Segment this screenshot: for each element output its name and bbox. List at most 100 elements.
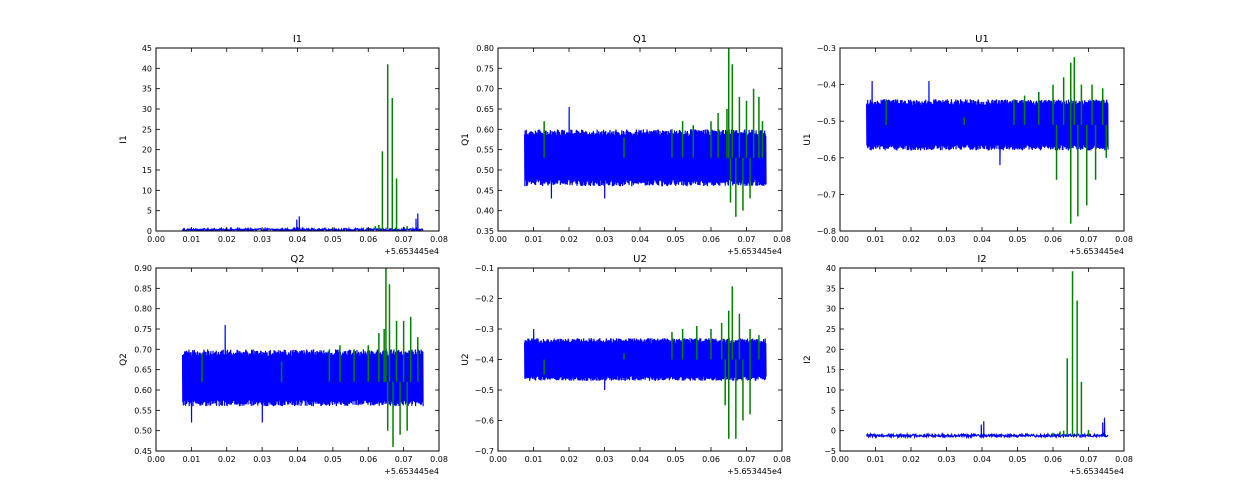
plot-area — [866, 271, 1109, 440]
x-tick-label: 0.01 — [867, 455, 885, 464]
y-tick-label: 0.50 — [134, 427, 152, 436]
y-tick-label: 0.50 — [476, 166, 494, 175]
x-offset-label: +5.653445e4 — [727, 247, 782, 256]
y-tick-label: 0 — [831, 427, 836, 436]
x-tick-label: 0.05 — [324, 235, 342, 244]
series-0-line — [181, 213, 424, 231]
x-tick-label: 0.02 — [902, 235, 920, 244]
y-tick-label: 0.85 — [134, 284, 152, 293]
x-tick-label: 0.00 — [147, 235, 165, 244]
plot-area — [524, 48, 767, 217]
y-axis-label: I2 — [803, 355, 813, 363]
y-tick-label: 20 — [142, 146, 152, 155]
x-offset-label: +5.653445e4 — [384, 467, 439, 476]
y-axis-label: I1 — [119, 135, 129, 143]
y-tick-label: 10 — [826, 386, 836, 395]
x-offset-label: +5.653445e4 — [1069, 467, 1124, 476]
subplot-title: Q1 — [633, 34, 647, 45]
subplot-q1: 0.00 0.01 0.02 0.03 0.04 0.05 0.06 0.07 0.08 0.35… — [461, 34, 791, 256]
x-tick-label: 0.06 — [359, 235, 377, 244]
plot-area — [524, 286, 767, 439]
y-tick-label: 0.65 — [476, 105, 494, 114]
x-tick-label: 0.08 — [773, 235, 791, 244]
y-tick-label: −0.6 — [817, 154, 836, 163]
x-tick-label: 0.07 — [1080, 455, 1098, 464]
y-tick-label: 30 — [142, 105, 152, 114]
x-tick-label: 0.02 — [902, 455, 920, 464]
x-tick-label: 0.04 — [631, 235, 649, 244]
series-0-line — [524, 328, 767, 391]
series-0-line — [866, 80, 1109, 166]
y-tick-label: 0.80 — [134, 305, 152, 314]
y-tick-label: −0.1 — [475, 264, 494, 273]
subplot-i1: 0.00 0.01 0.02 0.03 0.04 0.05 0.06 0.07 0.08 0 5 10… — [119, 34, 448, 256]
x-tick-label: 0.00 — [831, 235, 849, 244]
y-tick-label: 0.45 — [134, 447, 152, 456]
y-tick-label: −0.3 — [817, 44, 836, 53]
x-tick-label: 0.00 — [147, 455, 165, 464]
y-tick-label: 0.75 — [134, 325, 152, 334]
x-tick-label: 0.03 — [596, 235, 614, 244]
y-tick-label: 35 — [142, 85, 152, 94]
y-tick-label: 40 — [142, 64, 152, 73]
y-tick-label: 15 — [826, 366, 836, 375]
x-tick-label: 0.06 — [1044, 455, 1062, 464]
series-0-line — [866, 417, 1109, 440]
y-tick-label: −5 — [824, 447, 836, 456]
y-tick-label: 25 — [142, 125, 152, 134]
x-tick-label: 0.01 — [525, 455, 543, 464]
x-tick-label: 0.07 — [395, 455, 413, 464]
subplot-title: Q2 — [290, 254, 304, 265]
x-offset-label: +5.653445e4 — [384, 247, 439, 256]
subplot-u1: 0.00 0.01 0.02 0.03 0.04 0.05 0.06 0.07 0.08 −0.8… — [803, 34, 1133, 256]
x-tick-label: 0.03 — [938, 455, 956, 464]
x-tick-label: 0.00 — [489, 235, 507, 244]
x-tick-label: 0.06 — [1044, 235, 1062, 244]
y-tick-label: 15 — [142, 166, 152, 175]
x-tick-label: 0.03 — [596, 455, 614, 464]
series-0-line — [524, 106, 767, 199]
y-tick-label: −0.7 — [475, 447, 494, 456]
y-axis-label: U1 — [803, 133, 813, 145]
y-tick-label: 0.60 — [134, 386, 152, 395]
subplot-i2: 0.00 0.01 0.02 0.03 0.04 0.05 0.06 0.07 0.08 −5 0 5… — [803, 254, 1133, 476]
y-tick-label: −0.5 — [475, 386, 494, 395]
x-tick-label: 0.05 — [667, 235, 685, 244]
x-tick-label: 0.08 — [773, 455, 791, 464]
x-tick-label: 0.03 — [938, 235, 956, 244]
x-tick-label: 0.02 — [218, 235, 236, 244]
y-tick-label: 0.70 — [476, 85, 494, 94]
x-tick-label: 0.02 — [560, 455, 578, 464]
series-0-line — [181, 324, 424, 423]
plot-area — [181, 64, 424, 231]
x-tick-label: 0.05 — [324, 455, 342, 464]
x-tick-label: 0.08 — [1115, 455, 1133, 464]
y-axis-label: Q1 — [461, 133, 471, 146]
y-tick-label: 30 — [826, 305, 836, 314]
y-tick-label: −0.6 — [475, 417, 494, 426]
x-tick-label: 0.02 — [218, 455, 236, 464]
y-tick-label: −0.3 — [475, 325, 494, 334]
x-tick-label: 0.08 — [1115, 235, 1133, 244]
subplot-u2: 0.00 0.01 0.02 0.03 0.04 0.05 0.06 0.07 0.08 −0.7… — [461, 254, 791, 476]
plot-area — [181, 268, 424, 447]
subplot-title: I2 — [977, 254, 986, 265]
x-tick-label: 0.06 — [359, 455, 377, 464]
y-tick-label: 0.45 — [476, 186, 494, 195]
y-tick-label: 0.65 — [134, 366, 152, 375]
x-tick-label: 0.01 — [182, 455, 200, 464]
y-tick-label: 0.60 — [476, 125, 494, 134]
x-tick-label: 0.02 — [560, 235, 578, 244]
x-tick-label: 0.05 — [1009, 455, 1027, 464]
x-tick-label: 0.05 — [667, 455, 685, 464]
y-tick-label: −0.8 — [817, 227, 836, 236]
x-tick-label: 0.01 — [525, 235, 543, 244]
x-tick-label: 0.07 — [738, 235, 756, 244]
y-tick-label: −0.4 — [817, 81, 836, 90]
y-tick-label: 0.90 — [134, 264, 152, 273]
x-tick-label: 0.04 — [289, 235, 307, 244]
y-tick-label: 0.40 — [476, 207, 494, 216]
y-axis-label: U2 — [461, 353, 471, 365]
y-tick-label: 0.75 — [476, 64, 494, 73]
